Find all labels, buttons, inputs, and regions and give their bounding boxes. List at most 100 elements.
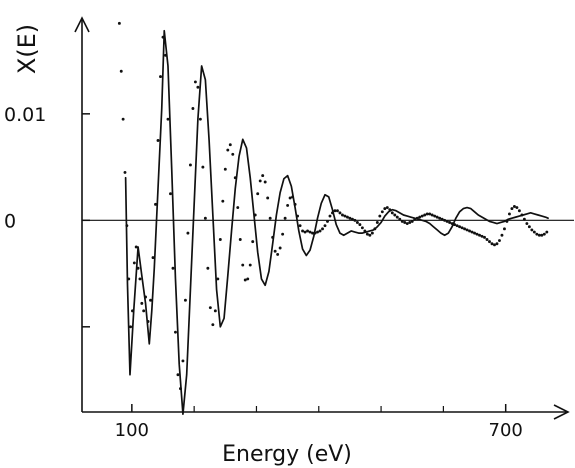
series-1-point — [400, 219, 404, 223]
series-1-point — [278, 246, 282, 250]
series-1-point — [238, 238, 242, 241]
series-1-point — [211, 323, 215, 327]
series-1-point — [485, 238, 489, 241]
series-1-point — [435, 215, 439, 219]
series-1-point — [408, 221, 412, 224]
series-1-point — [318, 229, 322, 233]
series-1-point — [138, 277, 142, 281]
series-1-point — [385, 206, 389, 209]
series-1-point — [191, 107, 195, 110]
series-1-point — [520, 213, 524, 217]
series-1-point — [493, 243, 496, 247]
series-1-point — [353, 218, 357, 222]
series-1-point — [355, 221, 359, 224]
series-1-point — [525, 222, 529, 225]
series-1-point — [380, 210, 384, 214]
series-1-point — [236, 206, 240, 209]
series-1-point — [517, 209, 521, 213]
x-tick-label: 700 — [489, 420, 523, 441]
series-1-point — [365, 232, 369, 236]
series-1-point — [350, 217, 354, 221]
x-tick-label: 100 — [115, 420, 149, 441]
series-1-point — [159, 75, 162, 79]
series-1-point — [527, 225, 531, 229]
series-1-point — [132, 261, 136, 265]
series-1-point — [321, 227, 324, 231]
series-0-line — [124, 29, 549, 415]
series-1-point — [478, 233, 481, 237]
series-1-point — [398, 217, 402, 221]
series-1-point — [430, 213, 434, 217]
y-axis-arrow — [74, 16, 90, 33]
series-1-point — [273, 249, 277, 253]
series-1-point — [281, 232, 285, 236]
series-1-point — [410, 219, 414, 223]
series-1-point — [286, 203, 290, 207]
series-1-point — [134, 245, 138, 249]
series-1-point — [174, 330, 177, 334]
series-1-point — [176, 373, 180, 377]
series-1-point — [256, 192, 260, 196]
series-1-point — [428, 212, 432, 216]
series-1-point — [503, 227, 506, 231]
series-1-point — [181, 359, 185, 363]
series-1-point — [288, 196, 292, 200]
series-1-point — [223, 167, 227, 171]
series-1-point — [510, 207, 514, 211]
series-1-point — [498, 239, 501, 243]
series-1-point — [283, 216, 287, 220]
series-1-point — [161, 35, 165, 39]
series-1-point — [263, 180, 267, 184]
series-1-point — [418, 215, 422, 219]
series-1-point — [475, 232, 479, 236]
series-1-point — [203, 216, 207, 220]
series-1-point — [198, 117, 202, 121]
series-1-point — [149, 298, 152, 302]
series-1-point — [433, 214, 437, 218]
series-1-point — [440, 217, 444, 221]
series-1-point — [123, 170, 127, 174]
series-1-point — [308, 230, 312, 234]
series-1-point — [301, 229, 305, 233]
series-1-point — [127, 277, 131, 281]
series-1-point — [343, 214, 347, 218]
series-1-point — [413, 217, 417, 221]
series-1-point — [266, 196, 270, 200]
series-1-point — [341, 213, 344, 217]
series-1-point — [298, 224, 302, 228]
series-1-point — [303, 230, 307, 234]
series-1-point — [438, 216, 442, 220]
series-1-point — [129, 325, 133, 329]
series-1-point — [213, 309, 217, 313]
series-1-point — [370, 231, 374, 235]
series-1-point — [423, 213, 427, 217]
series-1-point — [545, 230, 549, 234]
series-1-point — [136, 266, 140, 270]
series-1-point — [154, 202, 157, 206]
series-1-point — [296, 214, 300, 218]
series-layer — [117, 21, 549, 415]
series-1-point — [336, 209, 339, 213]
series-1-point — [445, 219, 449, 223]
series-1-point — [323, 224, 327, 228]
series-1-point — [505, 219, 509, 223]
series-1-point — [208, 306, 212, 310]
series-1-point — [258, 179, 262, 183]
series-1-point — [515, 206, 519, 209]
series-1-point — [368, 233, 372, 237]
series-1-point — [276, 252, 280, 256]
series-1-point — [345, 215, 349, 219]
series-1-point — [448, 221, 452, 224]
series-1-point — [117, 21, 121, 25]
series-1-point — [443, 218, 447, 222]
x-axis-arrow — [553, 404, 570, 420]
series-1-point — [360, 226, 364, 230]
series-1-point — [119, 69, 123, 73]
series-1-point — [390, 211, 394, 215]
series-1-point — [186, 231, 190, 235]
series-1-point — [483, 235, 486, 239]
series-1-point — [393, 213, 397, 217]
series-1-point — [271, 235, 275, 239]
series-1-point — [358, 223, 362, 227]
